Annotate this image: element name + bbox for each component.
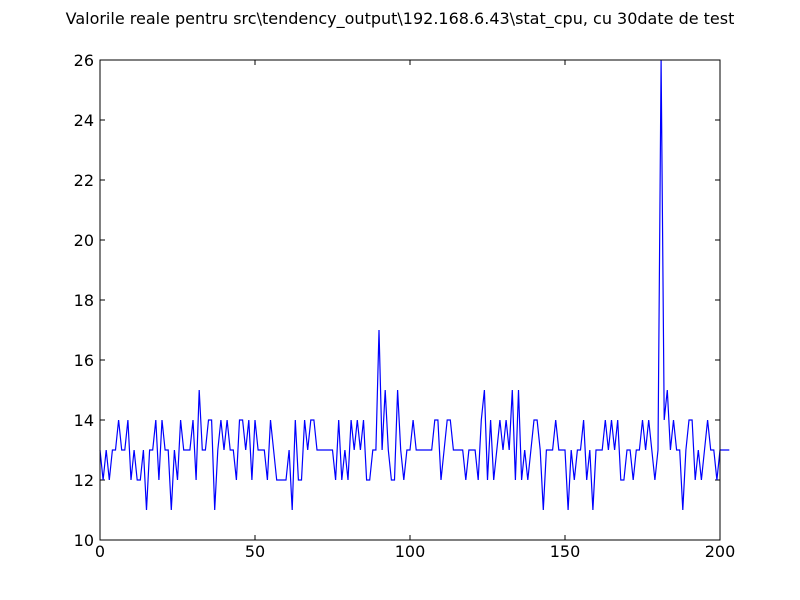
x-tick-label: 150 (550, 542, 581, 561)
y-tick-label: 24 (74, 111, 94, 130)
axis-tick-labels: 0 50 100 150 200 10 12 14 16 18 20 22 24 26 (74, 51, 736, 561)
chart-title: Valorile reale pentru src\tendency_outpu… (66, 9, 735, 29)
y-tick-label: 12 (74, 471, 94, 490)
x-tick-label: 200 (705, 542, 736, 561)
y-tick-label: 14 (74, 411, 94, 430)
y-tick-label: 20 (74, 231, 94, 250)
y-tick-label: 22 (74, 171, 94, 190)
y-tick-label: 26 (74, 51, 94, 70)
x-tick-label: 100 (395, 542, 426, 561)
y-tick-label: 10 (74, 531, 94, 550)
y-tick-label: 18 (74, 291, 94, 310)
series-line (99, 59, 730, 511)
y-tick-label: 16 (74, 351, 94, 370)
plot-frame (99, 59, 721, 541)
axis-ticks (99, 59, 721, 541)
x-tick-label: 0 (95, 542, 105, 561)
x-tick-label: 50 (245, 542, 265, 561)
